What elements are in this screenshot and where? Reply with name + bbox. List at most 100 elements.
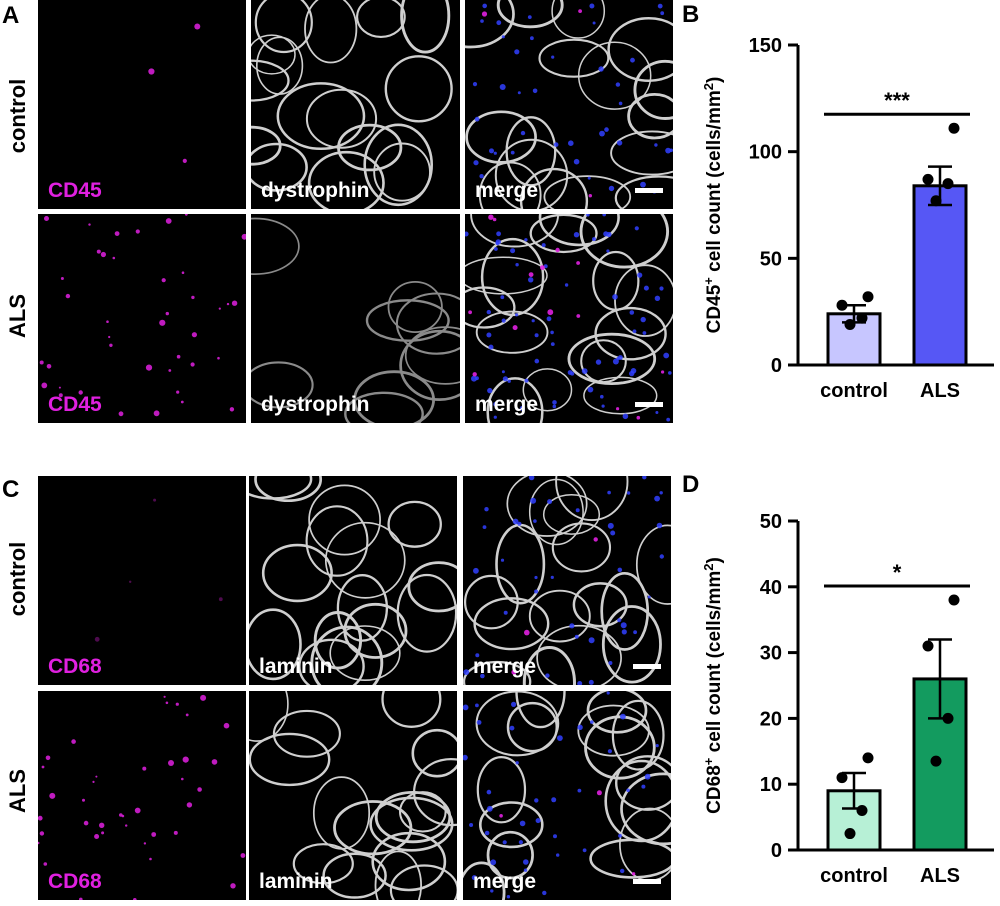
nucleus-dot [655, 411, 659, 414]
nucleus-dot [552, 404, 557, 409]
marker-dot [45, 755, 51, 761]
marker-dot [83, 820, 89, 826]
image-a-control-merge: merge [465, 0, 673, 209]
marker-dot [153, 410, 160, 417]
nucleus-dot [607, 522, 614, 529]
nucleus-dot [601, 404, 605, 408]
nucleus-dot [545, 673, 550, 678]
nucleus-dot [463, 669, 470, 675]
nucleus-dot [608, 185, 615, 192]
row-label-c-control: control [5, 541, 30, 617]
nucleus-dot [663, 352, 670, 359]
fiber-outline [411, 728, 457, 778]
nucleus-dot [581, 368, 588, 374]
fiber-outline [261, 543, 333, 603]
image-c-control-laminin: laminin [249, 476, 457, 685]
nucleus-dot [534, 358, 540, 364]
marker-dot [165, 218, 172, 224]
nucleus-dot [621, 629, 627, 635]
fiber-outline [254, 0, 313, 54]
nucleus-dot [573, 232, 580, 238]
fiber-outline [584, 715, 656, 780]
nucleus-dot [553, 834, 557, 839]
nucleus-dot [465, 231, 469, 237]
marker-dot [129, 580, 132, 583]
fiber-outline [614, 175, 673, 209]
nucleus-dot [577, 724, 583, 730]
data-point [844, 318, 856, 330]
nucleus-dot [489, 148, 494, 154]
fiber-outline [610, 130, 673, 176]
nucleus-dot [523, 868, 528, 872]
nucleus-dot [655, 744, 659, 748]
fiber-outline [292, 843, 354, 885]
nucleus-dot [530, 497, 537, 504]
nucleus-dot [615, 82, 621, 87]
marker-dot [181, 271, 185, 274]
y-tick-label: 150 [749, 35, 782, 57]
fiber-outline [384, 55, 453, 123]
marker-dot [186, 802, 193, 808]
marker-dot [168, 760, 174, 766]
nucleus-dot [534, 798, 539, 803]
marker-dot [43, 862, 48, 866]
nucleus-dot [507, 379, 511, 383]
channel-label: CD45 [48, 393, 102, 416]
nucleus-dot [501, 370, 505, 374]
nucleus-dot [493, 401, 498, 407]
fiber-outline [478, 801, 544, 849]
fiber-outline [589, 838, 671, 879]
marker-dot [65, 293, 71, 299]
marker-dot [175, 702, 179, 706]
marker-dot [197, 787, 202, 792]
nucleus-dot [577, 681, 583, 685]
marker-dot [218, 597, 223, 602]
image-c-als-cd68: CD68 [38, 691, 246, 900]
marker-dot [135, 229, 140, 234]
marker-dot [159, 319, 166, 326]
fiber-outline [572, 582, 628, 628]
nucleus-dot [643, 285, 649, 291]
panel-letter: D [682, 471, 699, 498]
fiber-outline [249, 691, 289, 742]
nucleus-dot [659, 491, 663, 495]
nucleus-dot [590, 720, 594, 724]
marker-dot [499, 814, 503, 818]
marker-dot [60, 277, 64, 280]
nucleus-dot [520, 130, 526, 136]
fiber-outline [614, 264, 673, 337]
marker-dot [191, 332, 197, 338]
nucleus-dot [524, 378, 529, 383]
marker-dot [555, 247, 560, 253]
nucleus-dot [629, 310, 635, 315]
marker-dot [226, 302, 230, 306]
marker-dot [588, 194, 592, 198]
marker-dot [661, 370, 665, 374]
image-a-als-dystrophin: dystrophin [251, 214, 460, 423]
nucleus-dot [519, 405, 525, 411]
fiber-outline [567, 332, 657, 385]
image-c-als-laminin: laminin [249, 691, 457, 900]
marker-dot [96, 249, 101, 254]
nucleus-dot [501, 318, 506, 323]
image-a-control-dystrophin: dystrophin [251, 0, 460, 209]
fiber-outline [337, 123, 403, 172]
marker-dot [125, 824, 128, 827]
marker-dot [492, 217, 497, 222]
fiber-outline [363, 123, 433, 207]
nucleus-dot [476, 720, 482, 725]
fiber-outline [583, 376, 658, 415]
y-tick-label: 50 [760, 511, 782, 533]
channel-label: dystrophin [261, 393, 370, 416]
chart-d: D 0 10 20 30 40 50 control ALS * CD68+ cell count … [680, 470, 1000, 901]
marker-dot [95, 775, 98, 778]
nucleus-dot [488, 344, 494, 350]
fiber-outline [496, 0, 564, 29]
marker-dot [151, 832, 157, 837]
nucleus-dot [618, 833, 622, 838]
nucleus-dot [633, 630, 637, 635]
marker-dot [38, 841, 40, 845]
nucleus-dot [587, 176, 591, 180]
nucleus-dot [641, 784, 646, 789]
data-point [942, 178, 954, 190]
